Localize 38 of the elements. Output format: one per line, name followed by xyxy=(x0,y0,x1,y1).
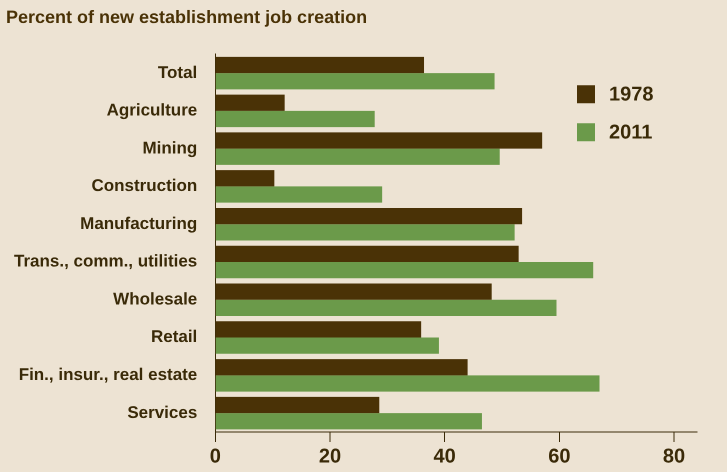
y-tick-label: Services xyxy=(127,402,198,422)
bar xyxy=(216,186,382,203)
bar xyxy=(216,284,492,300)
x-tick-label: 0 xyxy=(210,446,221,468)
bar xyxy=(216,246,519,262)
bar xyxy=(216,73,495,90)
x-tick-label: 20 xyxy=(318,446,342,468)
y-tick-label: Mining xyxy=(142,138,198,158)
x-tick-label: 40 xyxy=(434,446,456,468)
bar xyxy=(216,321,422,338)
bar xyxy=(216,359,468,376)
bar xyxy=(216,375,600,392)
bar xyxy=(216,224,515,240)
bar xyxy=(216,94,285,111)
bar xyxy=(216,262,594,278)
bar xyxy=(216,170,274,186)
y-tick-label: Construction xyxy=(91,176,198,196)
legend-label: 2011 xyxy=(609,122,652,144)
bar xyxy=(216,56,424,74)
y-tick-label: Total xyxy=(158,62,198,82)
chart-title: Percent of new establishment job creation xyxy=(6,7,368,28)
bar xyxy=(216,110,375,128)
y-tick-label: Trans., comm., utilities xyxy=(14,252,198,271)
x-tick-label: 60 xyxy=(548,446,570,468)
bar xyxy=(216,208,522,224)
legend-label: 1978 xyxy=(609,84,654,106)
bar xyxy=(216,396,380,414)
y-tick-label: Manufacturing xyxy=(80,214,198,233)
bar xyxy=(216,300,556,316)
bar xyxy=(216,148,500,165)
y-tick-label: Agriculture xyxy=(106,100,198,120)
bar xyxy=(216,338,439,354)
x-tick-label: 80 xyxy=(662,446,686,468)
y-tick-label: Retail xyxy=(150,327,198,346)
y-tick-label: Wholesale xyxy=(113,289,198,308)
bar xyxy=(216,413,482,430)
y-tick-label: Fin., insur., real estate xyxy=(18,365,198,384)
bar xyxy=(216,132,542,149)
